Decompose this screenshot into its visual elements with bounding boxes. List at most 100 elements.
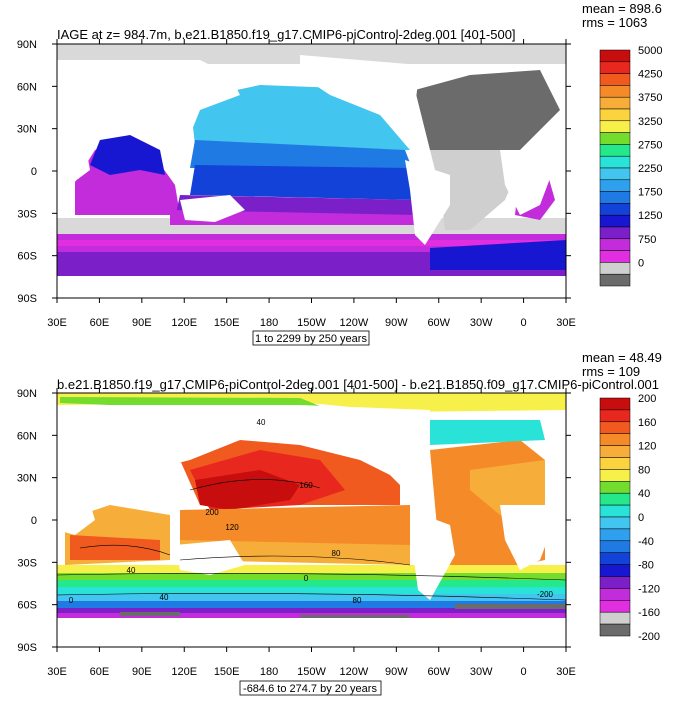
top-range-box <box>252 330 370 346</box>
colorbar-label: 200 <box>638 393 656 405</box>
top-atlantic-grey <box>430 150 520 230</box>
bottom-mean: mean = 48.49 <box>582 350 662 365</box>
x-tick-label: 90E <box>132 666 152 678</box>
x-tick-label: 60W <box>427 666 450 678</box>
bottom-contour-c <box>179 555 411 566</box>
contour-label: -200 <box>537 590 554 599</box>
colorbar-swatch <box>599 273 631 287</box>
bottom-contour-d <box>57 573 566 581</box>
top-south-america <box>405 160 450 245</box>
colorbar-label: 2250 <box>638 163 662 175</box>
top-colorbar: 5000 4250 3750 3250 2750 2250 1750 1250 750 0 <box>599 45 662 287</box>
y-tick-label: 0 <box>31 166 37 178</box>
top-rms: rms = 1063 <box>582 15 647 30</box>
bottom-colorbar: 200 160 120 80 40 0 -40 -80 -120 -160 -200 <box>599 393 660 643</box>
contour-label: 40 <box>257 418 266 427</box>
bottom-australia <box>175 540 245 575</box>
top-africa <box>500 150 555 215</box>
colorbar-swatch <box>599 144 631 157</box>
colorbar-label: 1250 <box>638 210 662 222</box>
colorbar-swatch <box>599 504 631 518</box>
contour-label: 80 <box>332 549 341 558</box>
contour-label: 0 <box>304 574 309 583</box>
bottom-so-blue <box>57 601 566 609</box>
y-tick-label: 90N <box>17 388 37 400</box>
contour-label: 40 <box>160 593 169 602</box>
bottom-axes: 30E 60E 90E 120E 150E 180 150W 120W 90W 60W 30W 0 30… <box>17 388 576 678</box>
bottom-range-label: -684.6 to 274.7 by 20 years <box>243 683 377 695</box>
colorbar-swatch <box>599 611 631 625</box>
x-tick-label: 120E <box>171 317 197 329</box>
colorbar-swatch <box>599 540 631 553</box>
y-tick-label: 60S <box>17 251 37 263</box>
colorbar-swatch <box>599 457 631 470</box>
colorbar-swatch <box>599 623 631 637</box>
x-tick-label: 180 <box>260 666 278 678</box>
bottom-so-cyan <box>57 587 566 595</box>
contour-label: 160 <box>299 481 313 490</box>
colorbar-swatch <box>599 250 631 263</box>
x-tick-label: 180 <box>260 317 278 329</box>
colorbar-swatch <box>599 238 631 251</box>
colorbar-label: 2750 <box>638 139 662 151</box>
colorbar-swatch <box>599 108 631 122</box>
colorbar-swatch <box>599 552 631 565</box>
bottom-so-sky <box>57 594 566 602</box>
colorbar-label: -120 <box>638 583 660 595</box>
top-pacific-eq <box>190 140 412 168</box>
x-tick-label: 120W <box>340 317 369 329</box>
bottom-indian-core <box>70 535 160 560</box>
top-arctic-band <box>57 46 566 64</box>
colorbar-label: 3750 <box>638 92 662 104</box>
top-antarctica <box>57 276 566 298</box>
colorbar-swatch <box>599 49 631 63</box>
x-tick-label: 30E <box>556 666 576 678</box>
x-tick-label: 0 <box>521 666 527 678</box>
y-tick-label: 30S <box>17 208 37 220</box>
bottom-north-america <box>300 405 430 505</box>
colorbar-swatch <box>599 203 631 216</box>
colorbar-label: 0 <box>638 512 644 524</box>
x-tick-label: 30E <box>47 317 67 329</box>
top-mean: mean = 898.6 <box>582 1 662 16</box>
x-tick-label: 150W <box>297 317 326 329</box>
bottom-contour-labels: 40 160 200 120 40 80 0 40 0 80 -200 <box>69 418 554 605</box>
bottom-africa-east <box>57 470 95 535</box>
top-axes: 30E 60E 90E 120E 150E 180 150W 120W 90W 60W 30W 0 30… <box>17 39 576 329</box>
x-tick-label: 30E <box>47 666 67 678</box>
x-tick-label: 30E <box>556 317 576 329</box>
colorbar-swatch <box>599 492 631 506</box>
bottom-so-grey2 <box>300 615 410 620</box>
colorbar-swatch <box>599 155 631 169</box>
colorbar-swatch <box>599 167 631 181</box>
colorbar-swatch <box>599 226 631 240</box>
colorbar-swatch <box>599 600 631 613</box>
colorbar-swatch <box>599 397 631 411</box>
colorbar-swatch <box>599 481 631 494</box>
bottom-contour-e <box>57 593 566 601</box>
colorbar-label: 80 <box>638 464 650 476</box>
bottom-tp-orange <box>180 505 410 545</box>
y-tick-label: 30S <box>17 557 37 569</box>
bottom-contour-b <box>79 544 171 556</box>
x-tick-label: 30W <box>470 666 493 678</box>
x-tick-label: 120E <box>171 666 197 678</box>
bottom-antarctica <box>57 618 566 647</box>
top-south-stripe <box>57 240 566 246</box>
x-tick-label: 0 <box>521 317 527 329</box>
colorbar-swatch <box>599 421 631 434</box>
top-south-atl-blue <box>430 240 566 270</box>
colorbar-label: -200 <box>638 631 660 643</box>
x-tick-label: 150E <box>214 666 240 678</box>
x-tick-label: 60W <box>427 317 450 329</box>
colorbar-swatch <box>599 61 631 74</box>
colorbar-label: 4250 <box>638 69 662 81</box>
contour-label: 80 <box>353 596 362 605</box>
colorbar-swatch <box>599 516 631 530</box>
colorbar-label: 5000 <box>638 45 662 57</box>
colorbar-swatch <box>599 576 631 589</box>
bottom-panel: b.e21.B1850.f19_g17.CMIP6-piControl-2deg… <box>17 350 662 696</box>
colorbar-label: 120 <box>638 441 656 453</box>
y-tick-label: 90S <box>17 293 37 305</box>
colorbar-swatch <box>599 132 631 145</box>
